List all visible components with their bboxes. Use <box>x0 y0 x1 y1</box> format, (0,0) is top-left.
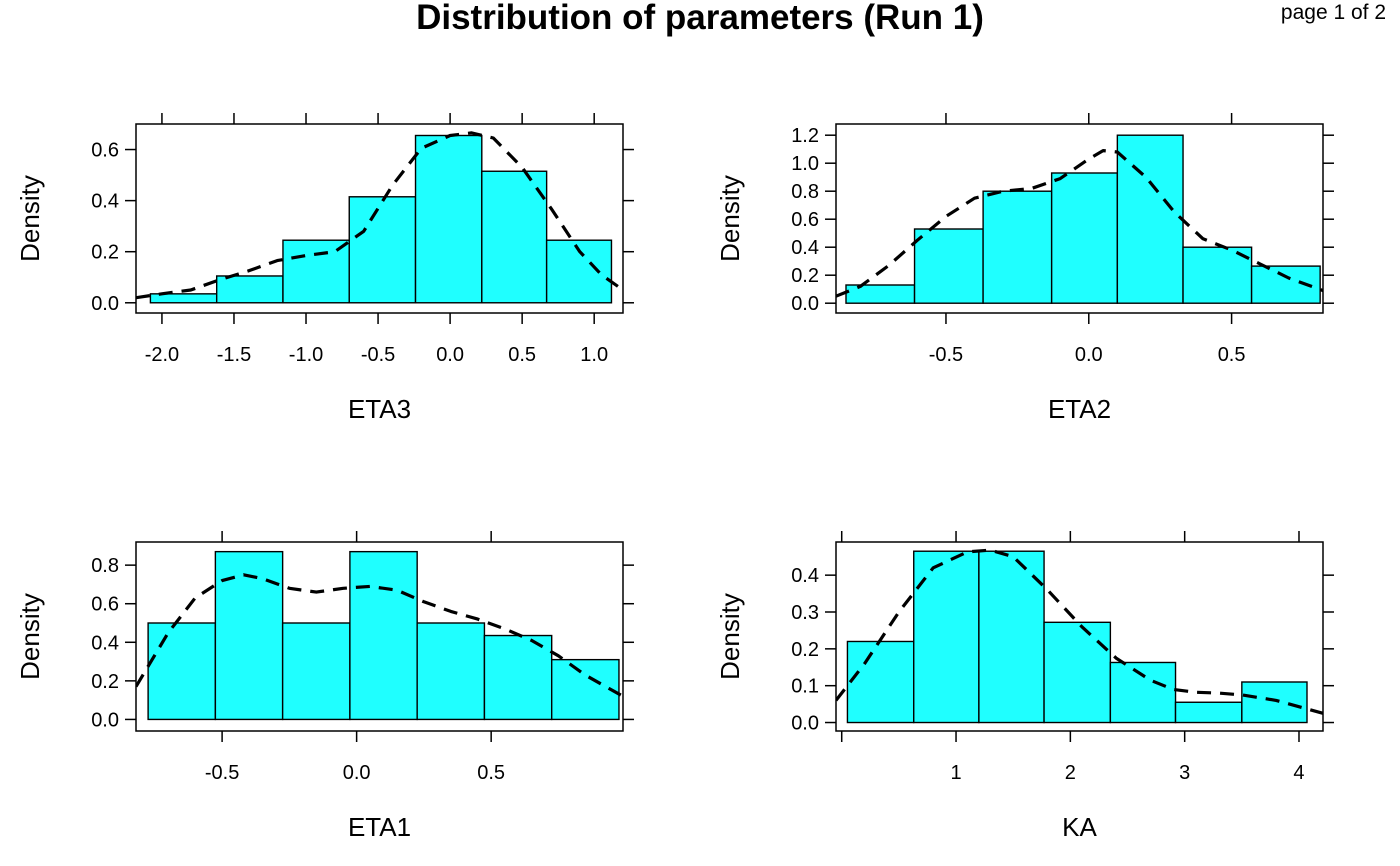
eta1-xtick-label: 0.0 <box>343 762 371 784</box>
eta1-bar-3 <box>349 550 418 721</box>
eta1-xtick-label: 0.5 <box>477 762 505 784</box>
eta2-ytick-label: 0.6 <box>791 209 819 231</box>
ka-y-axis-title: Density <box>715 593 745 680</box>
panel-ka: 1 2 3 4 0.0 0.1 0.2 0.3 0.4 KA Density <box>715 531 1334 842</box>
eta3-density-curve <box>136 131 623 300</box>
eta3-bars <box>149 134 613 304</box>
eta1-bar-0 <box>147 622 217 721</box>
eta2-bar-4 <box>1116 134 1184 304</box>
eta3-xtick-label: 0.0 <box>436 344 464 366</box>
eta2-ytick-label: 0.8 <box>791 181 819 203</box>
page-indicator: page 1 of 2 <box>1280 1 1386 24</box>
ka-ytick-label: 0.1 <box>791 676 819 698</box>
ka-bar-2 <box>978 550 1045 724</box>
eta1-bar-5 <box>483 634 553 721</box>
ka-xtick-label: 2 <box>1065 762 1076 784</box>
eta1-panel-frame <box>135 541 624 732</box>
eta3-xtick-label: -2.0 <box>145 344 179 366</box>
eta3-xtick-label: -0.5 <box>361 344 395 366</box>
eta2-bar-5 <box>1182 246 1253 304</box>
eta2-bar-0 <box>845 284 916 304</box>
eta3-xtick-label: -1.5 <box>217 344 251 366</box>
ka-bar-3 <box>1043 621 1112 724</box>
eta1-y-axis-title: Density <box>15 593 45 680</box>
eta1-ytick-label: 0.4 <box>91 632 119 654</box>
eta1-bar-4 <box>416 622 486 721</box>
eta1-ytick-label: 0.8 <box>91 555 119 577</box>
ka-bar-5 <box>1174 701 1243 724</box>
ka-bar-1 <box>913 550 980 724</box>
eta1-bars <box>147 550 620 721</box>
ka-bar-0 <box>846 640 915 724</box>
ka-bars <box>846 550 1308 724</box>
eta2-ytick-label: 1.0 <box>791 153 819 175</box>
eta3-ytick-label: 0.4 <box>91 191 119 213</box>
panel-eta2: -0.5 0.0 0.5 0.0 0.2 0.4 0.6 0.8 1.0 1.2 ETA2 Densi… <box>715 113 1334 424</box>
eta2-bar-3 <box>1050 172 1119 304</box>
eta1-bar-2 <box>281 622 351 721</box>
ka-xtick-label: 3 <box>1179 762 1190 784</box>
eta2-bar-1 <box>913 228 984 304</box>
eta1-ytick-label: 0.2 <box>91 671 119 693</box>
panel-eta1: -0.5 0.0 0.5 0.0 0.2 0.4 0.6 0.8 ETA1 Density <box>15 531 634 842</box>
eta2-ytick-label: 0.4 <box>791 237 819 259</box>
eta3-ytick-label: 0.0 <box>91 293 119 315</box>
ka-xtick-label: 1 <box>950 762 961 784</box>
ka-ytick-label: 0.0 <box>791 713 819 735</box>
panel-eta3: -2.0 -1.5 -1.0 -0.5 0.0 0.5 1.0 0.0 0.2 0.4 0.6 ETA… <box>15 113 634 424</box>
eta3-xtick-label: -1.0 <box>289 344 323 366</box>
eta2-xtick-label: 0.5 <box>1218 344 1246 366</box>
eta3-bar-5 <box>481 170 548 304</box>
ka-xtick-label: 4 <box>1293 762 1304 784</box>
eta3-xtick-label: 0.5 <box>508 344 536 366</box>
eta2-xtick-label: 0.0 <box>1075 344 1103 366</box>
eta3-panel-frame <box>135 123 624 314</box>
eta3-ytick-label: 0.2 <box>91 242 119 264</box>
eta1-bar-6 <box>550 658 620 721</box>
eta2-bar-2 <box>982 190 1053 304</box>
eta3-y-axis-title: Density <box>15 175 45 262</box>
eta3-ytick-label: 0.6 <box>91 140 119 162</box>
ka-bar-6 <box>1241 681 1308 724</box>
eta3-bar-1 <box>215 275 284 304</box>
eta2-xtick-label: -0.5 <box>929 344 963 366</box>
eta1-xtick-label: -0.5 <box>205 762 239 784</box>
eta1-x-axis-title: ETA1 <box>348 812 411 842</box>
eta2-ytick-label: 1.2 <box>791 125 819 147</box>
ka-bar-4 <box>1109 661 1177 724</box>
eta3-bar-4 <box>414 134 483 304</box>
ka-ytick-label: 0.2 <box>791 639 819 661</box>
eta1-ytick-label: 0.0 <box>91 709 119 731</box>
eta3-bar-3 <box>348 196 417 304</box>
eta2-bars <box>845 134 1321 304</box>
eta2-density-curve <box>836 149 1323 298</box>
eta1-density-curve <box>136 573 623 698</box>
ka-x-axis-title: KA <box>1062 812 1097 842</box>
chart-title: Distribution of parameters (Run 1) <box>416 0 984 37</box>
eta2-y-axis-title: Density <box>715 175 745 262</box>
ka-ytick-label: 0.3 <box>791 602 819 624</box>
eta3-x-axis-title: ETA3 <box>348 394 411 424</box>
eta2-x-axis-title: ETA2 <box>1048 394 1111 424</box>
eta1-ytick-label: 0.6 <box>91 594 119 616</box>
ka-ytick-label: 0.4 <box>791 565 819 587</box>
eta3-xtick-label: 1.0 <box>580 344 608 366</box>
ka-panel-frame <box>835 541 1324 732</box>
ka-density-curve <box>836 548 1323 715</box>
eta2-ytick-label: 0.0 <box>791 293 819 315</box>
eta2-ytick-label: 0.2 <box>791 265 819 287</box>
